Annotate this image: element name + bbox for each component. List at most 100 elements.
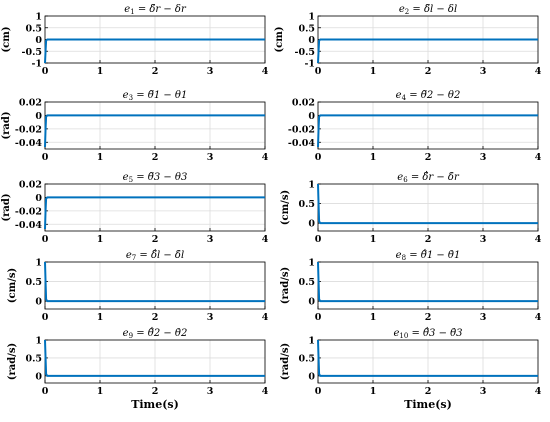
x-tick-label: 3: [480, 152, 487, 163]
x-tick-label: 1: [97, 312, 104, 323]
x-tick-label: 4: [535, 386, 542, 397]
y-tick-label: 1: [35, 336, 42, 347]
y-tick-label: 0.02: [292, 98, 315, 109]
x-tick-label: 0: [315, 152, 322, 163]
y-tick-label: -0.04: [288, 138, 315, 149]
subplot-title: e5 = θ̃3 − θ3: [123, 172, 188, 184]
x-tick-label: 1: [370, 152, 377, 163]
y-tick-label: 0: [35, 193, 42, 204]
y-tick-label: 0: [35, 35, 42, 46]
y-axis-label: (rad): [1, 193, 12, 221]
y-axis-label: (rad/s): [280, 343, 291, 381]
y-tick-label: 0: [35, 111, 42, 122]
x-tick-label: 3: [480, 234, 487, 245]
subplot-9: 0 1 2 3 4 0 0.5 1 (rad/s) e9 = θ̃̇2 − θ̇2 Time(s): [7, 328, 269, 411]
y-tick-label: 0: [308, 297, 315, 308]
y-axis-label: (cm/s): [7, 268, 18, 303]
x-tick-label: 4: [535, 152, 542, 163]
x-tick-label: 2: [425, 234, 432, 245]
y-tick-label: 0: [308, 111, 315, 122]
subplot-4: 0 1 2 3 4 -0.04 -0.02 0 0.02 e4 = θ̃2 − θ2: [288, 90, 542, 163]
subplot-title: e9 = θ̃̇2 − θ̇2: [123, 328, 188, 340]
x-tick-label: 4: [262, 312, 269, 323]
y-tick-label: -0.04: [15, 138, 42, 149]
x-tick-label: 1: [370, 234, 377, 245]
x-tick-label: 4: [262, 234, 269, 245]
x-tick-label: 2: [425, 312, 432, 323]
x-tick-label: 2: [152, 66, 159, 77]
y-tick-label: -0.5: [22, 47, 42, 58]
x-tick-label: 3: [207, 66, 214, 77]
x-tick-label: 1: [97, 234, 104, 245]
x-tick-label: 3: [207, 386, 214, 397]
series-line: [317, 114, 538, 148]
x-tick-label: 2: [152, 386, 159, 397]
series-line: [44, 339, 265, 377]
x-tick-label: 1: [97, 152, 104, 163]
y-tick-label: -1: [31, 59, 42, 70]
y-tick-label: 0.5: [298, 277, 315, 288]
subplot-2: 0 1 2 3 4-1-0.500.51(cm)e2 = δ̃l − δl: [274, 4, 542, 77]
subplot-7: 0 1 2 3 4 0 0.5 1 (cm/s) e7 = δ̃̇l − δ̇l: [7, 250, 269, 323]
series-line: [44, 114, 265, 148]
x-axis-label: Time(s): [131, 398, 179, 411]
x-tick-label: 2: [152, 312, 159, 323]
y-tick-label: 0: [308, 219, 315, 230]
subplot-title: e7 = δ̃̇l − δ̇l: [126, 250, 184, 262]
x-tick-label: 4: [535, 312, 542, 323]
y-tick-label: 0: [35, 371, 42, 382]
x-tick-label: 3: [207, 152, 214, 163]
y-tick-label: 0.5: [25, 353, 42, 364]
y-tick-label: 0.02: [19, 180, 42, 191]
subplot-title: e2 = δ̃l − δl: [399, 4, 457, 16]
y-axis-label: (cm/s): [280, 190, 291, 225]
x-tick-label: 1: [97, 66, 104, 77]
x-tick-label: 4: [535, 234, 542, 245]
x-tick-label: 4: [262, 152, 269, 163]
y-axis-label: (cm): [1, 26, 12, 52]
x-tick-label: 3: [207, 312, 214, 323]
series-line: [317, 183, 538, 225]
y-tick-label: 0.02: [19, 98, 42, 109]
y-axis-label: (rad/s): [280, 267, 291, 305]
x-tick-label: 4: [262, 66, 269, 77]
subplot-3: 0 1 2 3 4 -0.04 -0.02 0 0.02 (rad) e3 = θ̃1 − θ1: [1, 90, 269, 163]
y-tick-label: 0.5: [298, 199, 315, 210]
x-tick-label: 4: [262, 386, 269, 397]
y-tick-label: 1: [35, 258, 42, 269]
x-tick-label: 3: [480, 312, 487, 323]
y-tick-label: -0.02: [15, 124, 42, 135]
subplot-title: e4 = θ̃2 − θ2: [396, 90, 461, 102]
x-tick-label: 2: [152, 234, 159, 245]
series-line: [317, 339, 538, 377]
y-tick-label: 0: [308, 35, 315, 46]
series-line: [44, 261, 265, 303]
y-tick-label: -0.04: [15, 220, 42, 231]
subplot-title: e8 = θ̃̇1 − θ̇1: [396, 250, 461, 262]
y-tick-label: -0.02: [288, 124, 315, 135]
series-line: [317, 261, 538, 303]
subplot-title: e1 = δ̃r − δr: [124, 4, 187, 16]
x-tick-label: 0: [42, 386, 49, 397]
x-tick-label: 0: [315, 66, 322, 77]
y-axis-label: (cm): [274, 26, 285, 52]
subplot-title: e10 = θ̃̇3 − θ̇3: [393, 328, 462, 340]
y-tick-label: 1: [35, 12, 42, 23]
subplot-title: e6 = δ̃̇r − δ̇r: [397, 172, 460, 184]
series-line: [44, 38, 265, 64]
x-tick-label: 0: [42, 66, 49, 77]
x-tick-label: 3: [207, 234, 214, 245]
subplot-5: 0 1 2 3 4 -0.04 -0.02 0 0.02 (rad) e5 = θ̃3 − θ3: [1, 172, 269, 245]
x-tick-label: 4: [535, 66, 542, 77]
x-tick-label: 0: [42, 152, 49, 163]
x-tick-label: 1: [370, 312, 377, 323]
y-tick-label: 0: [308, 371, 315, 382]
y-tick-label: 0.5: [298, 353, 315, 364]
y-tick-label: 0.5: [298, 23, 315, 34]
x-tick-label: 2: [425, 386, 432, 397]
y-tick-label: 1: [308, 258, 315, 269]
y-tick-label: 1: [308, 336, 315, 347]
subplot-title: e3 = θ̃1 − θ1: [123, 90, 188, 102]
x-tick-label: 0: [315, 386, 322, 397]
